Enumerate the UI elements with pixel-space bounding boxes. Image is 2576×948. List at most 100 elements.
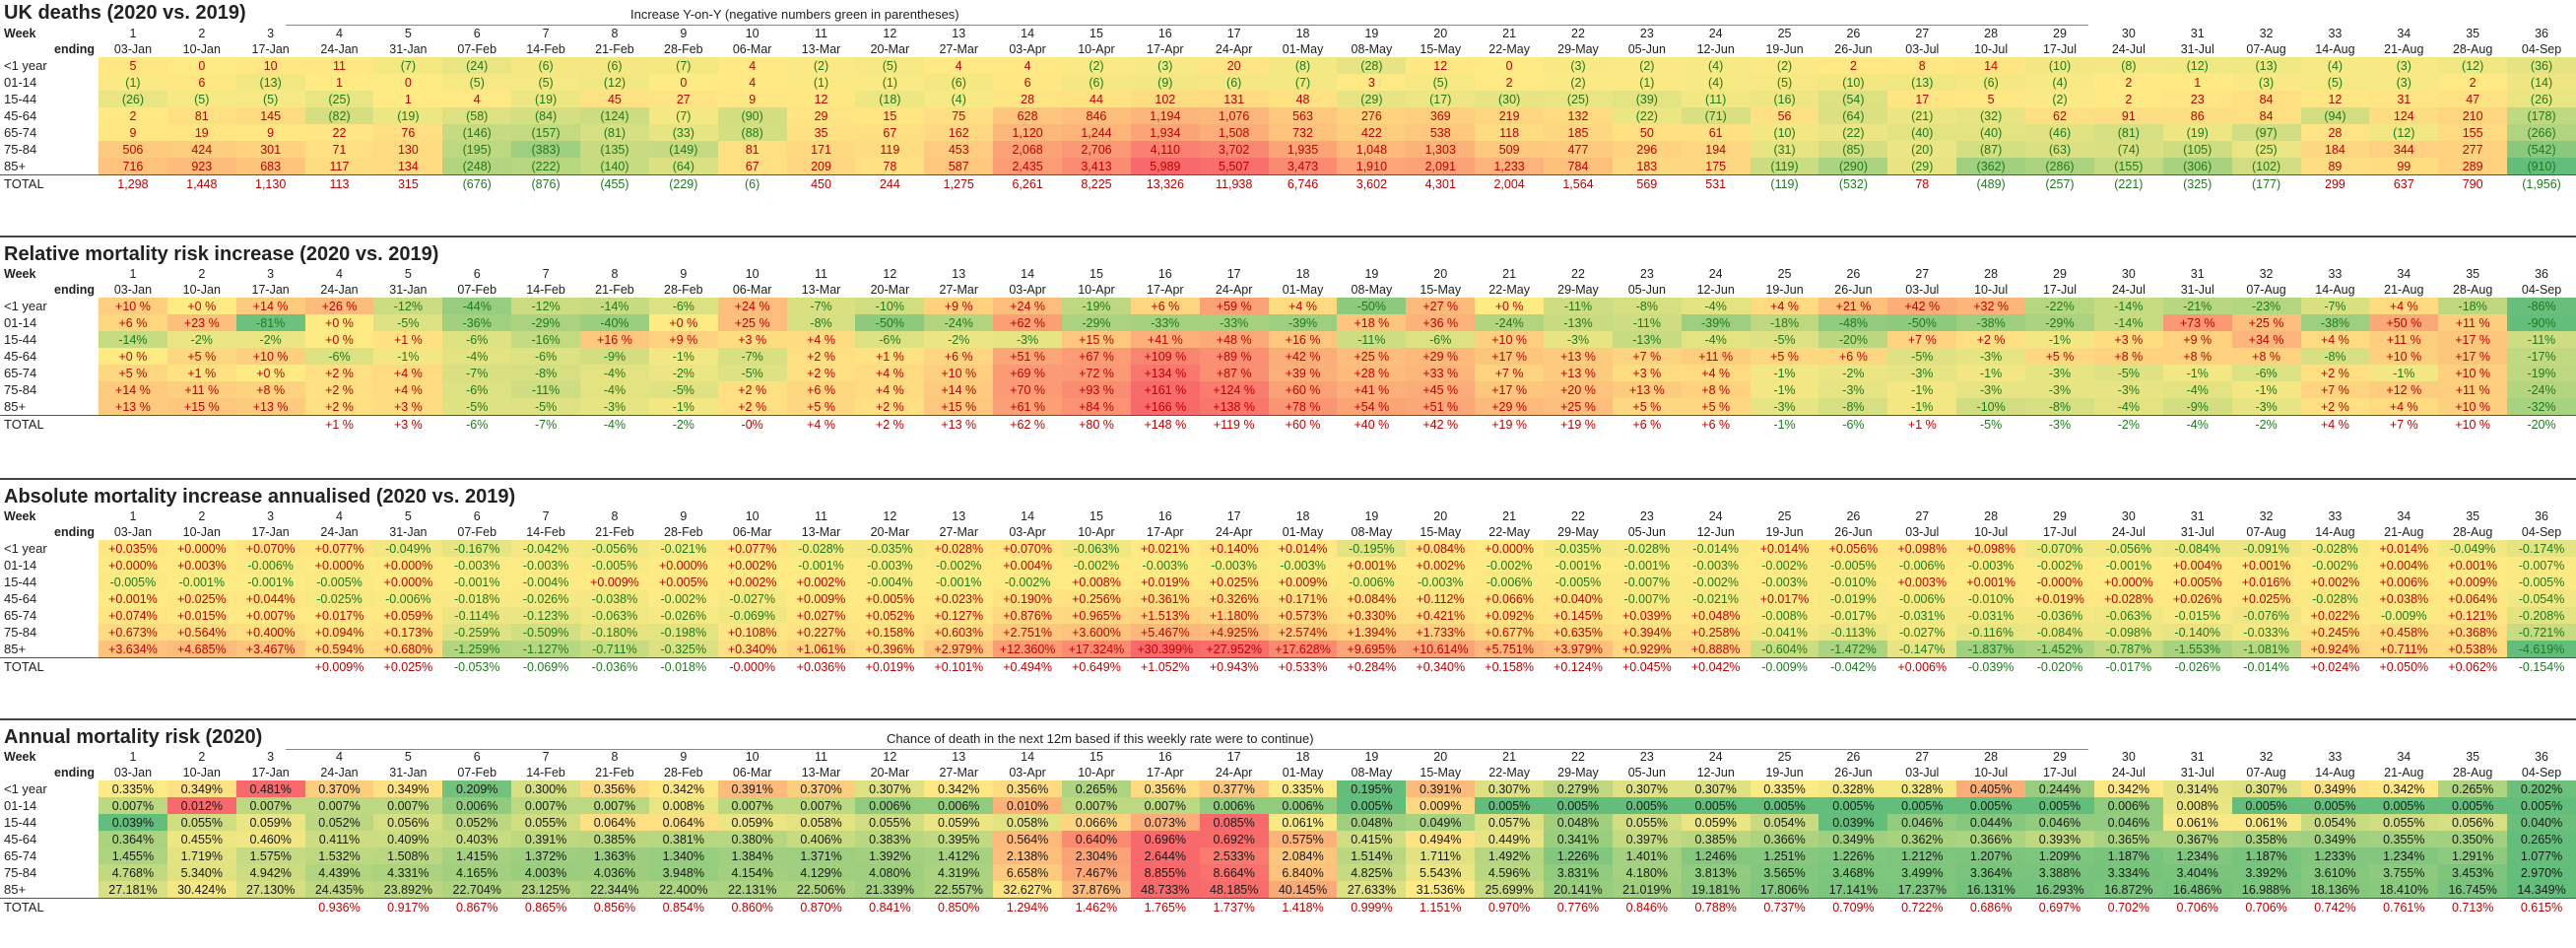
week-number: 24 bbox=[1708, 27, 1723, 40]
data-cell: +0.245% bbox=[2300, 624, 2370, 641]
note-underline bbox=[286, 749, 2088, 750]
total-cell: +19 % bbox=[1544, 415, 1613, 433]
data-cell: +0 % bbox=[1475, 298, 1545, 314]
data-cell: -14% bbox=[2093, 298, 2163, 314]
data-cell: 0.202% bbox=[2507, 780, 2576, 797]
data-cell: +33 % bbox=[1406, 365, 1476, 381]
data-cell: (3) bbox=[2231, 74, 2301, 91]
week-number: 9 bbox=[680, 750, 688, 764]
data-cell: +10 % bbox=[235, 348, 305, 365]
data-cell: -7% bbox=[717, 348, 787, 365]
header-week-label: Week bbox=[4, 509, 36, 523]
week-ending-date: 17-Apr bbox=[1147, 766, 1184, 779]
data-cell: 0.073% bbox=[1130, 814, 1200, 831]
data-cell: -1% bbox=[2369, 365, 2439, 381]
data-cell: 117 bbox=[304, 158, 374, 175]
data-cell: -0.049% bbox=[2438, 540, 2508, 557]
data-cell: 4 bbox=[717, 57, 787, 74]
note-underline bbox=[286, 25, 2088, 26]
data-cell: +0.028% bbox=[2093, 590, 2163, 607]
data-cell: 587 bbox=[924, 158, 994, 175]
data-cell: -0.002% bbox=[993, 574, 1063, 590]
data-cell: 0.064% bbox=[580, 814, 649, 831]
data-cell: +0.019% bbox=[1130, 574, 1200, 590]
data-cell: 8.855% bbox=[1130, 864, 1200, 881]
data-cell: 1,934 bbox=[1130, 124, 1200, 141]
data-cell: -6% bbox=[442, 381, 512, 398]
data-cell: +10 % bbox=[99, 298, 167, 314]
data-cell: 0.061% bbox=[1268, 814, 1338, 831]
data-cell: +0.005% bbox=[2162, 574, 2232, 590]
data-cell: 1,303 bbox=[1406, 141, 1476, 158]
data-cell: +17 % bbox=[2438, 348, 2508, 365]
week-number: 28 bbox=[1984, 27, 1999, 40]
data-cell: (18) bbox=[855, 91, 925, 107]
data-cell: 0.005% bbox=[2300, 797, 2370, 814]
week-number: 26 bbox=[1846, 27, 1861, 40]
week-ending-date: 07-Aug bbox=[2246, 525, 2286, 539]
data-table: Week 1 2 3 4 5 6 7 8 9 10 11 12 13 14 15 16 17 18 19 20 21 22 2… bbox=[0, 266, 2576, 433]
data-cell: +166 % bbox=[1130, 398, 1200, 416]
data-cell: -0.031% bbox=[1956, 607, 2026, 624]
week-ending-date: 22-May bbox=[1488, 283, 1530, 297]
table-row: 45-64 0.364% 0.455% 0.460% 0.411% 0.409% 0.403… bbox=[0, 831, 2576, 847]
total-cell: +0.533% bbox=[1268, 657, 1338, 675]
data-cell: +10 % bbox=[2369, 348, 2439, 365]
data-cell: 2 bbox=[2093, 91, 2163, 107]
data-cell: 5.340% bbox=[166, 864, 236, 881]
data-cell: 0.307% bbox=[2231, 780, 2301, 797]
week-ending-date: 03-Jan bbox=[113, 42, 153, 56]
week-number: 14 bbox=[1021, 750, 1035, 764]
data-cell: -1% bbox=[1887, 398, 1957, 416]
data-cell: +7 % bbox=[1612, 348, 1682, 365]
week-ending-date: 12-Jun bbox=[1696, 42, 1735, 56]
data-cell: 0.342% bbox=[2093, 780, 2163, 797]
data-cell: 18.410% bbox=[2369, 881, 2439, 899]
data-cell: 40.145% bbox=[1268, 881, 1338, 899]
week-ending-date: 10-Apr bbox=[1078, 766, 1115, 779]
week-ending-date: 07-Aug bbox=[2246, 42, 2286, 56]
data-cell: -5% bbox=[1750, 331, 1819, 348]
week-ending-date: 29-May bbox=[1557, 283, 1599, 297]
data-cell: +0.092% bbox=[1475, 607, 1545, 624]
total-cell: +60 % bbox=[1268, 415, 1338, 433]
data-cell: -0.026% bbox=[511, 590, 581, 607]
total-cell: 1,275 bbox=[924, 174, 994, 192]
data-cell: -5% bbox=[2093, 365, 2163, 381]
data-cell: 11 bbox=[304, 57, 374, 74]
week-number: 9 bbox=[680, 509, 688, 523]
data-cell: +0.000% bbox=[373, 574, 443, 590]
data-cell: (32) bbox=[1956, 107, 2026, 124]
data-cell: -1% bbox=[648, 348, 718, 365]
data-cell: 0.008% bbox=[648, 797, 718, 814]
week-number: 26 bbox=[1846, 509, 1861, 523]
data-cell: 0.307% bbox=[1681, 780, 1750, 797]
total-cell: 3,602 bbox=[1337, 174, 1407, 192]
data-cell: (16) bbox=[1750, 91, 1819, 107]
data-cell: +0.070% bbox=[235, 540, 305, 557]
data-cell: +0.002% bbox=[786, 574, 856, 590]
table-row: 85+ 716 923 683 117 134 (248) (222) (140) (64) 67 2… bbox=[0, 158, 2576, 175]
data-cell: 4.942% bbox=[235, 864, 305, 881]
week-number: 3 bbox=[267, 750, 275, 764]
data-cell: +89 % bbox=[1199, 348, 1269, 365]
data-cell: +5 % bbox=[1612, 398, 1682, 416]
week-ending-date: 05-Jun bbox=[1627, 766, 1666, 779]
total-cell: +13 % bbox=[924, 415, 994, 433]
data-cell: +10 % bbox=[1475, 331, 1545, 348]
data-cell: 102 bbox=[1130, 91, 1200, 107]
data-cell: 0.314% bbox=[2162, 780, 2232, 797]
data-cell: 21.339% bbox=[855, 881, 925, 899]
data-cell: +0.009% bbox=[2438, 574, 2508, 590]
total-cell: (876) bbox=[511, 174, 581, 192]
data-cell: +1.061% bbox=[786, 641, 856, 658]
data-cell: 29 bbox=[786, 107, 856, 124]
data-cell: -29% bbox=[1062, 314, 1131, 331]
total-cell: 0.776% bbox=[1544, 898, 1613, 915]
total-cell: +0.042% bbox=[1681, 657, 1750, 675]
data-cell: (29) bbox=[1887, 158, 1957, 175]
age-group-label: <1 year bbox=[4, 58, 47, 73]
data-cell: +62 % bbox=[993, 314, 1063, 331]
data-cell: 0.007% bbox=[1130, 797, 1200, 814]
data-cell: -4.619% bbox=[2507, 641, 2576, 658]
